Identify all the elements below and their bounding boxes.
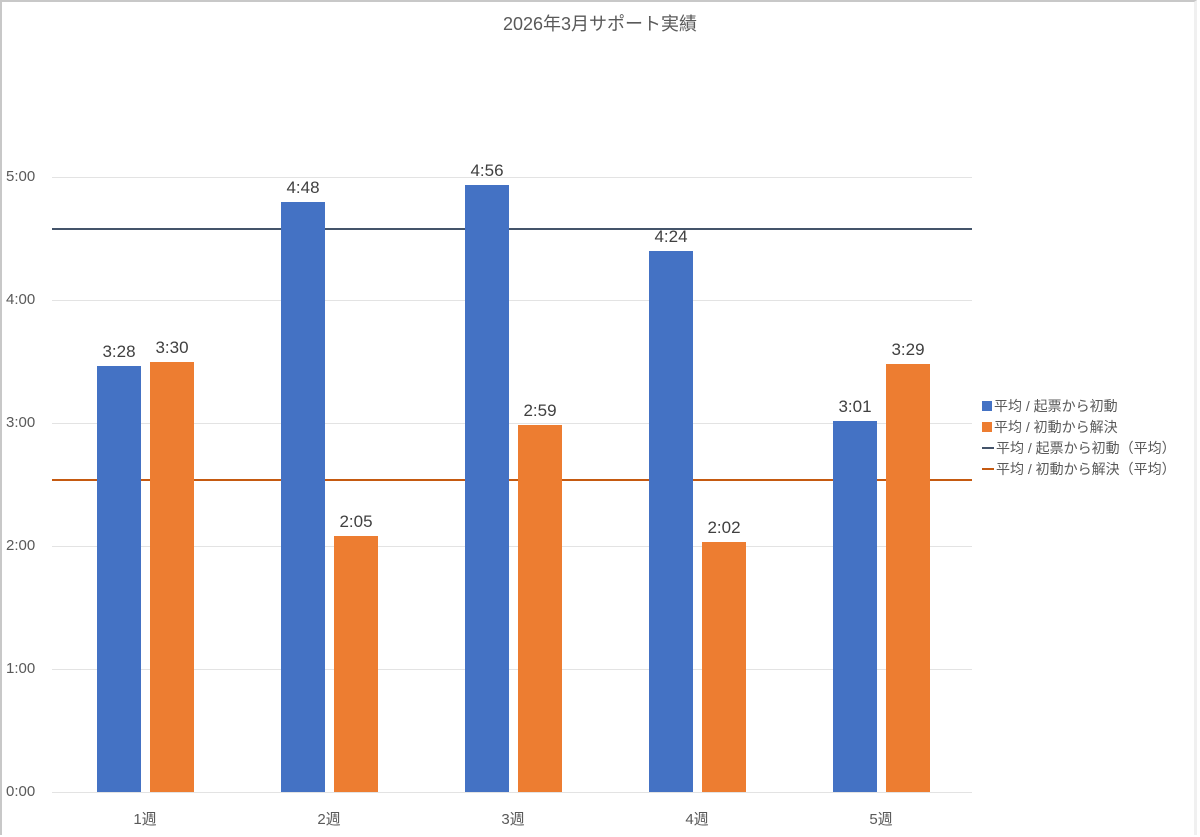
legend-line-icon [982,467,994,470]
bar-resolution-week2[interactable] [334,535,378,792]
legend: 平均 / 起票から初動 平均 / 初動から解決平均 / 起票から初動（平均） 平均 … [982,395,1176,479]
data-label: 3:30 [155,337,189,357]
bar-resolution-week1[interactable] [150,361,194,792]
gridline [52,792,972,793]
y-tick-label: 2:00 [6,537,36,554]
bar-resolution-week4[interactable] [702,541,746,792]
legend-item[interactable]: 平均 / 初動から解決（平均） [982,458,1176,479]
legend-box-icon [982,421,992,432]
data-label: 2:05 [339,511,373,531]
chart-title: 2026年3月サポート実績 [502,14,698,34]
gridline [52,546,972,547]
legend-item[interactable]: 平均 / 初動から解決 [982,416,1176,437]
data-label: 4:48 [286,177,320,197]
data-label: 3:01 [838,396,872,416]
legend-item[interactable]: 平均 / 起票から初動 [982,395,1176,416]
gridline [52,300,972,301]
x-tick-label: 1週 [133,811,157,828]
legend-item[interactable]: 平均 / 起票から初動（平均） [982,437,1176,458]
x-tick-label: 3週 [501,811,525,828]
data-label: 4:56 [470,161,504,181]
y-tick-label: 0:00 [6,783,36,800]
y-tick-label: 3:00 [6,414,36,431]
legend-box-icon [982,400,992,411]
gridline [52,177,972,178]
plot-area [52,0,972,837]
legend-label: 平均 / 起票から初動 [994,397,1118,414]
bar-response-week2[interactable] [281,201,325,792]
legend-label: 平均 / 初動から解決 [994,418,1118,435]
bar-resolution-week3[interactable] [518,425,562,792]
data-label: 3:28 [102,341,136,361]
bar-response-week1[interactable] [97,365,141,792]
bar-response-week4[interactable] [649,250,693,792]
bar-response-week3[interactable] [465,185,509,792]
legend-line-icon [982,446,994,449]
x-tick-label: 2週 [317,811,341,828]
average-line-response[interactable] [52,227,972,230]
bar-resolution-week5[interactable] [886,363,930,792]
data-label: 3:29 [891,339,925,359]
data-label: 2:02 [707,517,741,537]
y-tick-label: 4:00 [6,291,36,308]
gridline [52,423,972,424]
gridline [52,669,972,670]
legend-label: 平均 / 起票から初動（平均） [996,439,1176,456]
x-tick-label: 4週 [685,811,709,828]
data-label: 4:24 [654,226,688,246]
x-tick-label: 5週 [869,811,893,828]
bar-response-week5[interactable] [833,420,877,792]
legend-label: 平均 / 初動から解決（平均） [996,460,1176,477]
data-label: 2:59 [523,401,557,421]
average-line-resolution[interactable] [52,478,972,481]
y-tick-label: 5:00 [6,168,36,185]
y-tick-label: 1:00 [6,660,36,677]
